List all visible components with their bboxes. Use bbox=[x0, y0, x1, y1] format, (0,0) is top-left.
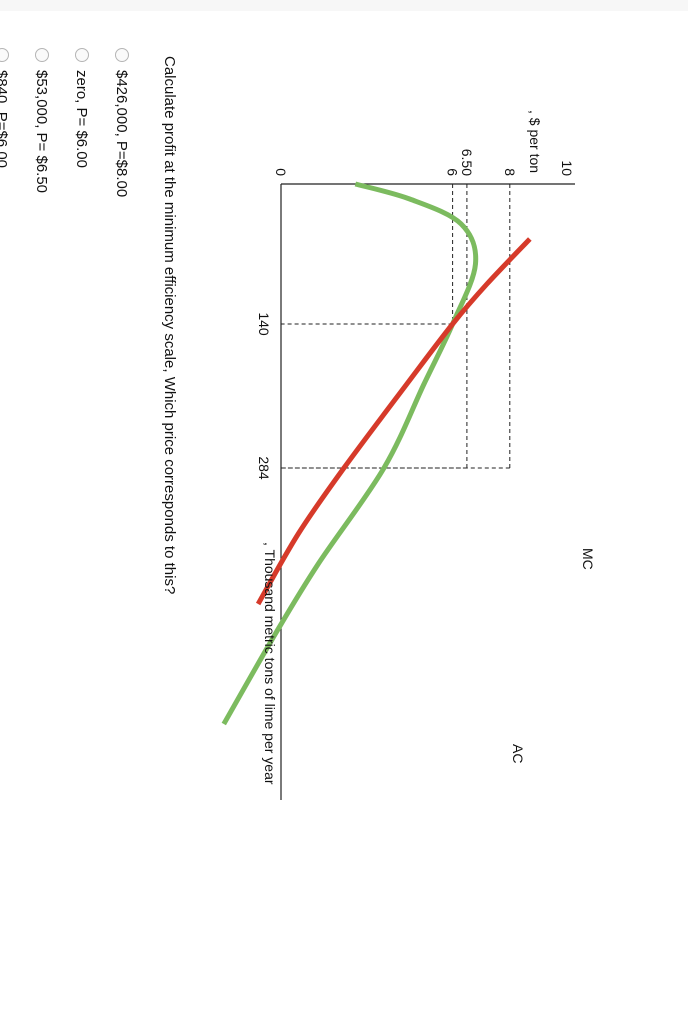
radio-button[interactable] bbox=[75, 48, 89, 62]
cost-curves-chart: 10 8 6.506 0 140 284 , $ per ton , Thousand met… bbox=[221, 110, 596, 800]
ac-curve bbox=[221, 181, 479, 726]
y-tick-label: 10 bbox=[559, 160, 575, 176]
option-label: $840, P=$6.00 bbox=[0, 70, 11, 169]
question-text: Calculate profit at the minimum efficien… bbox=[161, 56, 178, 595]
answer-options: $426,000, P=$8.00 zero, P= $6.00 $53,000… bbox=[0, 48, 142, 197]
y-tick-label: 6 bbox=[445, 168, 461, 176]
y-tick-label: 0 bbox=[273, 168, 289, 176]
radio-button[interactable] bbox=[35, 48, 49, 62]
option-4[interactable]: $840, P=$6.00 bbox=[0, 48, 22, 197]
y-tick-label: 6.50 bbox=[459, 149, 475, 176]
y-axis-label: , $ per ton bbox=[527, 110, 543, 173]
radio-button[interactable] bbox=[0, 48, 9, 62]
option-label: $53,000, P= $6.50 bbox=[33, 70, 51, 194]
y-tick-label: 8 bbox=[502, 168, 518, 176]
top-strip bbox=[0, 0, 688, 11]
option-1[interactable]: $426,000, P=$8.00 bbox=[102, 48, 142, 197]
ac-label: AC bbox=[510, 744, 526, 763]
x-tick-label: 140 bbox=[256, 312, 272, 336]
x-axis-label: , Thousand metric tons of lime per year bbox=[262, 542, 278, 785]
x-tick-label: 284 bbox=[256, 456, 272, 480]
mc-curve bbox=[255, 237, 532, 606]
option-label: $426,000, P=$8.00 bbox=[113, 70, 131, 198]
option-3[interactable]: $53,000, P= $6.50 bbox=[22, 48, 62, 197]
mc-label: MC bbox=[580, 548, 596, 570]
radio-button[interactable] bbox=[115, 48, 129, 62]
option-2[interactable]: zero, P= $6.00 bbox=[62, 48, 102, 197]
option-label: zero, P= $6.00 bbox=[73, 70, 91, 168]
